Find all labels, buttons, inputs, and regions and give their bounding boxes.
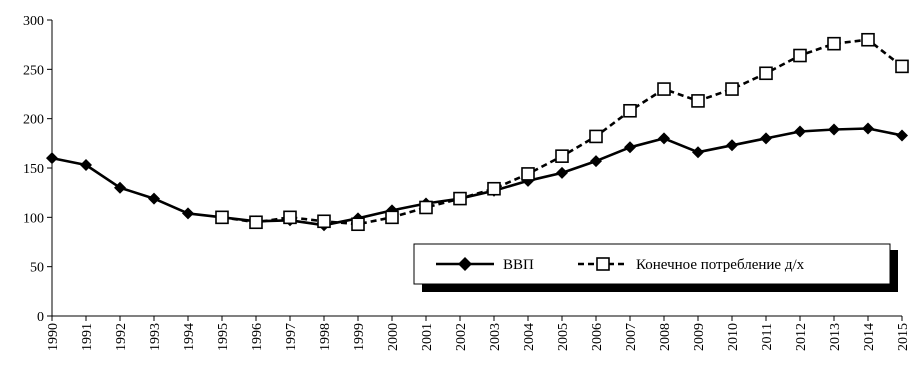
data-point-diamond	[896, 129, 908, 142]
legend-marker-consumption	[596, 257, 610, 271]
data-point-diamond	[794, 125, 806, 138]
x-tick-label: 1991	[80, 323, 95, 351]
x-tick-label: 2009	[692, 323, 707, 351]
x-tick-label: 1999	[352, 323, 367, 351]
y-tick-label: 300	[23, 14, 44, 29]
data-point-square	[691, 94, 705, 108]
x-tick-label: 2011	[760, 323, 775, 350]
x-tick-label: 1997	[284, 323, 299, 351]
legend-label-consumption: Конечное потребление д/х	[636, 257, 805, 273]
x-tick-label: 1994	[182, 323, 197, 351]
data-point-square	[419, 200, 433, 215]
data-point-square	[759, 66, 773, 81]
data-point-square	[861, 32, 875, 47]
data-point-diamond	[726, 139, 738, 152]
data-point-diamond	[692, 146, 704, 159]
legend-marker-gdp	[458, 257, 472, 271]
data-point-diamond	[828, 123, 840, 136]
data-point-square	[657, 82, 671, 96]
data-point-diamond	[760, 132, 772, 145]
legend: ВВП Конечное потребление д/х	[413, 243, 898, 292]
x-tick-label: 1998	[318, 323, 333, 351]
x-tick-label: 2008	[658, 323, 673, 351]
x-tick-label: 2005	[556, 323, 571, 351]
y-tick-label: 50	[30, 261, 44, 276]
data-point-square	[317, 214, 331, 229]
data-point-diamond	[80, 159, 92, 172]
series-line-0	[51, 127, 903, 227]
x-tick-label: 2012	[794, 323, 809, 351]
legend-label-gdp: ВВП	[503, 257, 534, 273]
x-tick-label: 2000	[386, 323, 401, 351]
data-point-diamond	[114, 181, 126, 194]
x-tick-label: 2002	[454, 323, 469, 351]
x-tick-label: 2001	[420, 323, 435, 351]
x-tick-label: 2004	[522, 323, 537, 351]
data-point-diamond	[46, 152, 58, 165]
x-tick-label: 2010	[726, 323, 741, 351]
x-tick-label: 1996	[250, 323, 265, 351]
x-tick-label: 2003	[488, 323, 503, 351]
y-tick-label: 200	[23, 113, 44, 128]
y-tick-label: 150	[23, 162, 44, 177]
data-point-square	[215, 210, 229, 225]
x-tick-label: 1995	[216, 323, 231, 351]
data-point-square	[385, 210, 399, 225]
data-point-square	[521, 167, 535, 181]
x-tick-label: 1992	[114, 323, 129, 351]
y-tick-label: 250	[23, 63, 44, 78]
x-tick-label: 2013	[828, 323, 843, 351]
x-axis-ticks: 1990 1991 1992 1993 1994 1995 1996 1997 1998 1999…	[46, 316, 911, 351]
data-point-square	[351, 217, 365, 232]
x-tick-label: 2014	[862, 323, 877, 351]
data-point-square	[623, 103, 637, 118]
data-point-square	[487, 181, 501, 196]
x-tick-label: 2006	[590, 323, 605, 351]
data-point-square	[827, 36, 841, 51]
data-point-diamond	[182, 207, 194, 220]
data-point-diamond	[624, 141, 636, 154]
y-tick-label: 100	[23, 211, 44, 226]
x-tick-label: 1990	[46, 323, 61, 351]
data-point-square	[589, 129, 603, 144]
data-point-square	[793, 48, 807, 63]
data-point-diamond	[658, 132, 670, 145]
data-point-square	[555, 149, 569, 163]
series-group	[46, 32, 909, 232]
data-point-square	[895, 59, 909, 74]
data-point-diamond	[862, 122, 874, 135]
data-point-square	[453, 191, 467, 206]
x-tick-label: 2007	[624, 323, 639, 351]
y-tick-label: 0	[37, 310, 44, 325]
data-point-square	[283, 210, 297, 225]
x-tick-label: 2015	[896, 323, 911, 351]
data-point-diamond	[148, 192, 160, 205]
x-tick-label: 1993	[148, 323, 163, 351]
data-point-diamond	[590, 155, 602, 168]
data-point-square	[249, 215, 263, 230]
data-point-square	[725, 82, 739, 96]
data-point-diamond	[556, 166, 568, 179]
y-axis-ticks: 0 50 100 150 200 250 300	[23, 14, 52, 325]
